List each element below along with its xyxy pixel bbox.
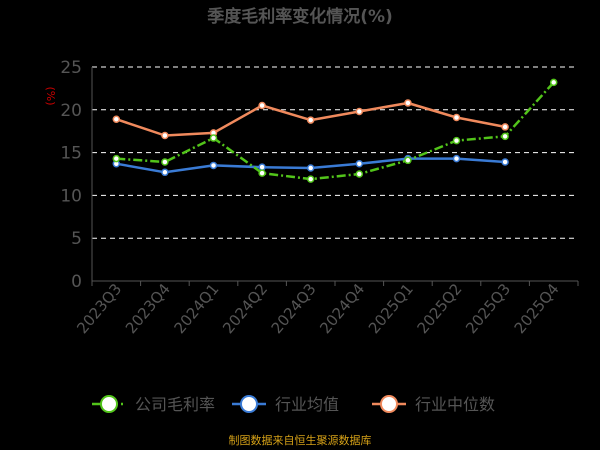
legend-label: 行业中位数: [415, 395, 495, 414]
x-tick-label: 2024Q1: [171, 280, 223, 337]
legend-marker: [240, 395, 258, 413]
data-point: [112, 115, 121, 123]
data-point: [306, 175, 315, 183]
y-tick-label: 15: [60, 144, 82, 164]
legend-item: 行业均值: [232, 395, 339, 414]
x-tick-label: 2024Q4: [316, 280, 368, 337]
x-tick-label: 2025Q2: [414, 280, 466, 337]
data-point: [355, 170, 364, 178]
series-line: [116, 81, 555, 181]
data-point: [258, 169, 266, 177]
x-tick-label: 2025Q1: [365, 280, 417, 337]
data-point: [452, 136, 461, 145]
data-point: [306, 164, 315, 172]
y-tick-label: 5: [71, 229, 82, 249]
data-point: [209, 134, 218, 142]
axes: 05101520252023Q32023Q42024Q12024Q22024Q3…: [60, 58, 579, 337]
x-tick-label: 2024Q2: [219, 280, 271, 337]
legend-marker: [380, 395, 398, 413]
data-point: [161, 131, 169, 140]
x-tick-label: 2025Q3: [462, 280, 514, 337]
data-point: [306, 116, 315, 124]
source-note: 制图数据来自恒生聚源数据库: [229, 433, 372, 447]
legend-label: 行业均值: [275, 395, 339, 414]
chart-title: 季度毛利率变化情况(%): [207, 6, 393, 27]
y-tick-label: 10: [60, 186, 82, 206]
legend: 公司毛利率 行业均值 行业中位数: [92, 395, 495, 414]
legend-marker: [100, 395, 118, 413]
y-tick-label: 25: [60, 58, 82, 78]
data-point: [501, 158, 509, 166]
data-point: [549, 78, 558, 87]
y-tick-label: 20: [60, 101, 82, 121]
legend-item: 公司毛利率: [92, 395, 215, 414]
data-point: [258, 101, 266, 110]
data-point: [161, 168, 169, 177]
legend-label: 公司毛利率: [135, 395, 215, 414]
data-point: [209, 161, 218, 170]
data-point: [452, 113, 461, 122]
grid-lines: [92, 66, 578, 239]
x-tick-label: 2024Q3: [268, 280, 320, 337]
data-point: [501, 123, 509, 131]
legend-item: 行业中位数: [372, 395, 495, 414]
y-tick-label: 0: [71, 272, 82, 292]
data-point: [355, 159, 364, 168]
data-point: [355, 107, 364, 116]
series-lines: [112, 78, 558, 183]
data-point: [112, 154, 121, 163]
data-point: [404, 156, 412, 165]
y-axis-unit-label: (%): [44, 86, 57, 105]
data-point: [161, 158, 169, 166]
data-point: [404, 99, 412, 107]
data-point: [501, 132, 509, 141]
data-point: [258, 163, 266, 171]
data-point: [452, 154, 461, 163]
x-tick-label: 2023Q4: [122, 280, 174, 337]
x-tick-label: 2025Q4: [511, 280, 563, 337]
